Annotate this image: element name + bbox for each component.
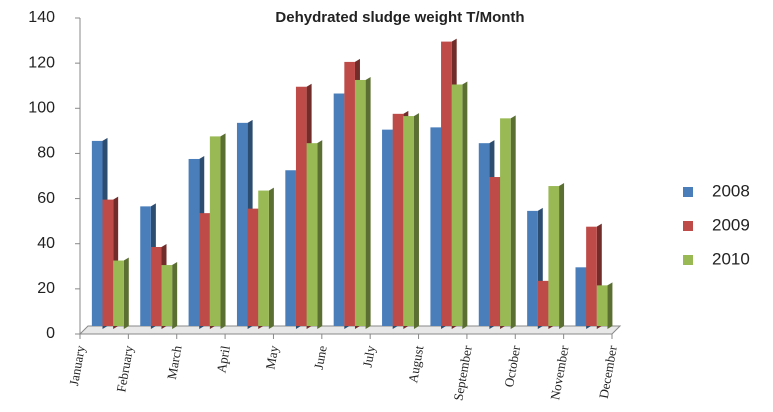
bar xyxy=(344,61,355,327)
bar-side xyxy=(123,257,129,329)
x-tick-label: November xyxy=(547,344,571,401)
bar xyxy=(548,186,560,326)
bar xyxy=(91,140,103,326)
bar xyxy=(199,213,210,326)
bar xyxy=(354,79,366,326)
bar-side xyxy=(365,76,371,329)
bar xyxy=(537,280,549,326)
bar xyxy=(188,158,200,326)
bar xyxy=(430,127,442,326)
bar xyxy=(306,143,318,326)
bar xyxy=(113,260,124,326)
bar xyxy=(333,93,345,326)
legend-swatch xyxy=(683,255,693,265)
bar-side xyxy=(462,81,468,329)
bar-side xyxy=(317,140,323,329)
legend-swatch xyxy=(683,221,693,231)
bar xyxy=(140,206,151,326)
bar xyxy=(258,190,269,326)
x-tick-label: August xyxy=(405,344,426,384)
bar xyxy=(500,118,511,326)
bar-side xyxy=(268,187,274,329)
x-tick-label: February xyxy=(113,344,136,393)
bar xyxy=(441,41,452,326)
y-tick-label: 120 xyxy=(28,54,55,71)
x-tick-label: July xyxy=(360,344,379,368)
bar-side xyxy=(607,282,613,329)
x-tick-label: May xyxy=(262,344,281,371)
bar xyxy=(586,226,597,326)
bar-side xyxy=(510,115,516,329)
y-tick-label: 40 xyxy=(37,235,55,252)
bar xyxy=(285,170,296,326)
y-tick-label: 60 xyxy=(37,190,55,207)
bar-side xyxy=(220,133,226,329)
bar xyxy=(489,177,501,326)
bar xyxy=(382,129,393,326)
y-tick-label: 20 xyxy=(37,280,55,297)
legend-label: 2008 xyxy=(712,181,750,200)
bar xyxy=(451,84,463,326)
bar xyxy=(392,113,404,326)
x-tick-label: March xyxy=(164,344,185,381)
chart-title: Dehydrated sludge weight T/Month xyxy=(275,9,524,26)
bar-side xyxy=(413,113,419,329)
floor xyxy=(78,325,622,335)
y-tick-label: 0 xyxy=(46,325,55,342)
x-tick-label: June xyxy=(311,344,330,370)
bar xyxy=(247,208,259,326)
bar xyxy=(596,285,608,326)
bar xyxy=(403,116,414,326)
bar xyxy=(575,267,587,326)
bar xyxy=(209,136,221,326)
x-tick-label: April xyxy=(213,344,233,374)
x-tick-label: September xyxy=(450,344,475,402)
legend-label: 2010 xyxy=(712,249,750,268)
bar-side xyxy=(172,262,178,329)
legend-label: 2009 xyxy=(712,215,750,234)
x-tick-label: December xyxy=(596,344,620,400)
bar xyxy=(102,199,114,326)
legend-swatch xyxy=(683,187,693,197)
x-tick-label: January xyxy=(66,344,88,387)
y-tick-label: 140 xyxy=(28,9,55,26)
bar xyxy=(295,86,307,326)
bar xyxy=(527,210,538,326)
y-tick-label: 80 xyxy=(37,145,55,162)
bar xyxy=(236,122,248,326)
x-tick-label: October xyxy=(501,344,523,388)
bar xyxy=(161,265,173,326)
bar-side xyxy=(559,183,565,329)
y-tick-label: 100 xyxy=(28,100,55,117)
bar xyxy=(150,247,162,326)
bar xyxy=(478,143,490,326)
